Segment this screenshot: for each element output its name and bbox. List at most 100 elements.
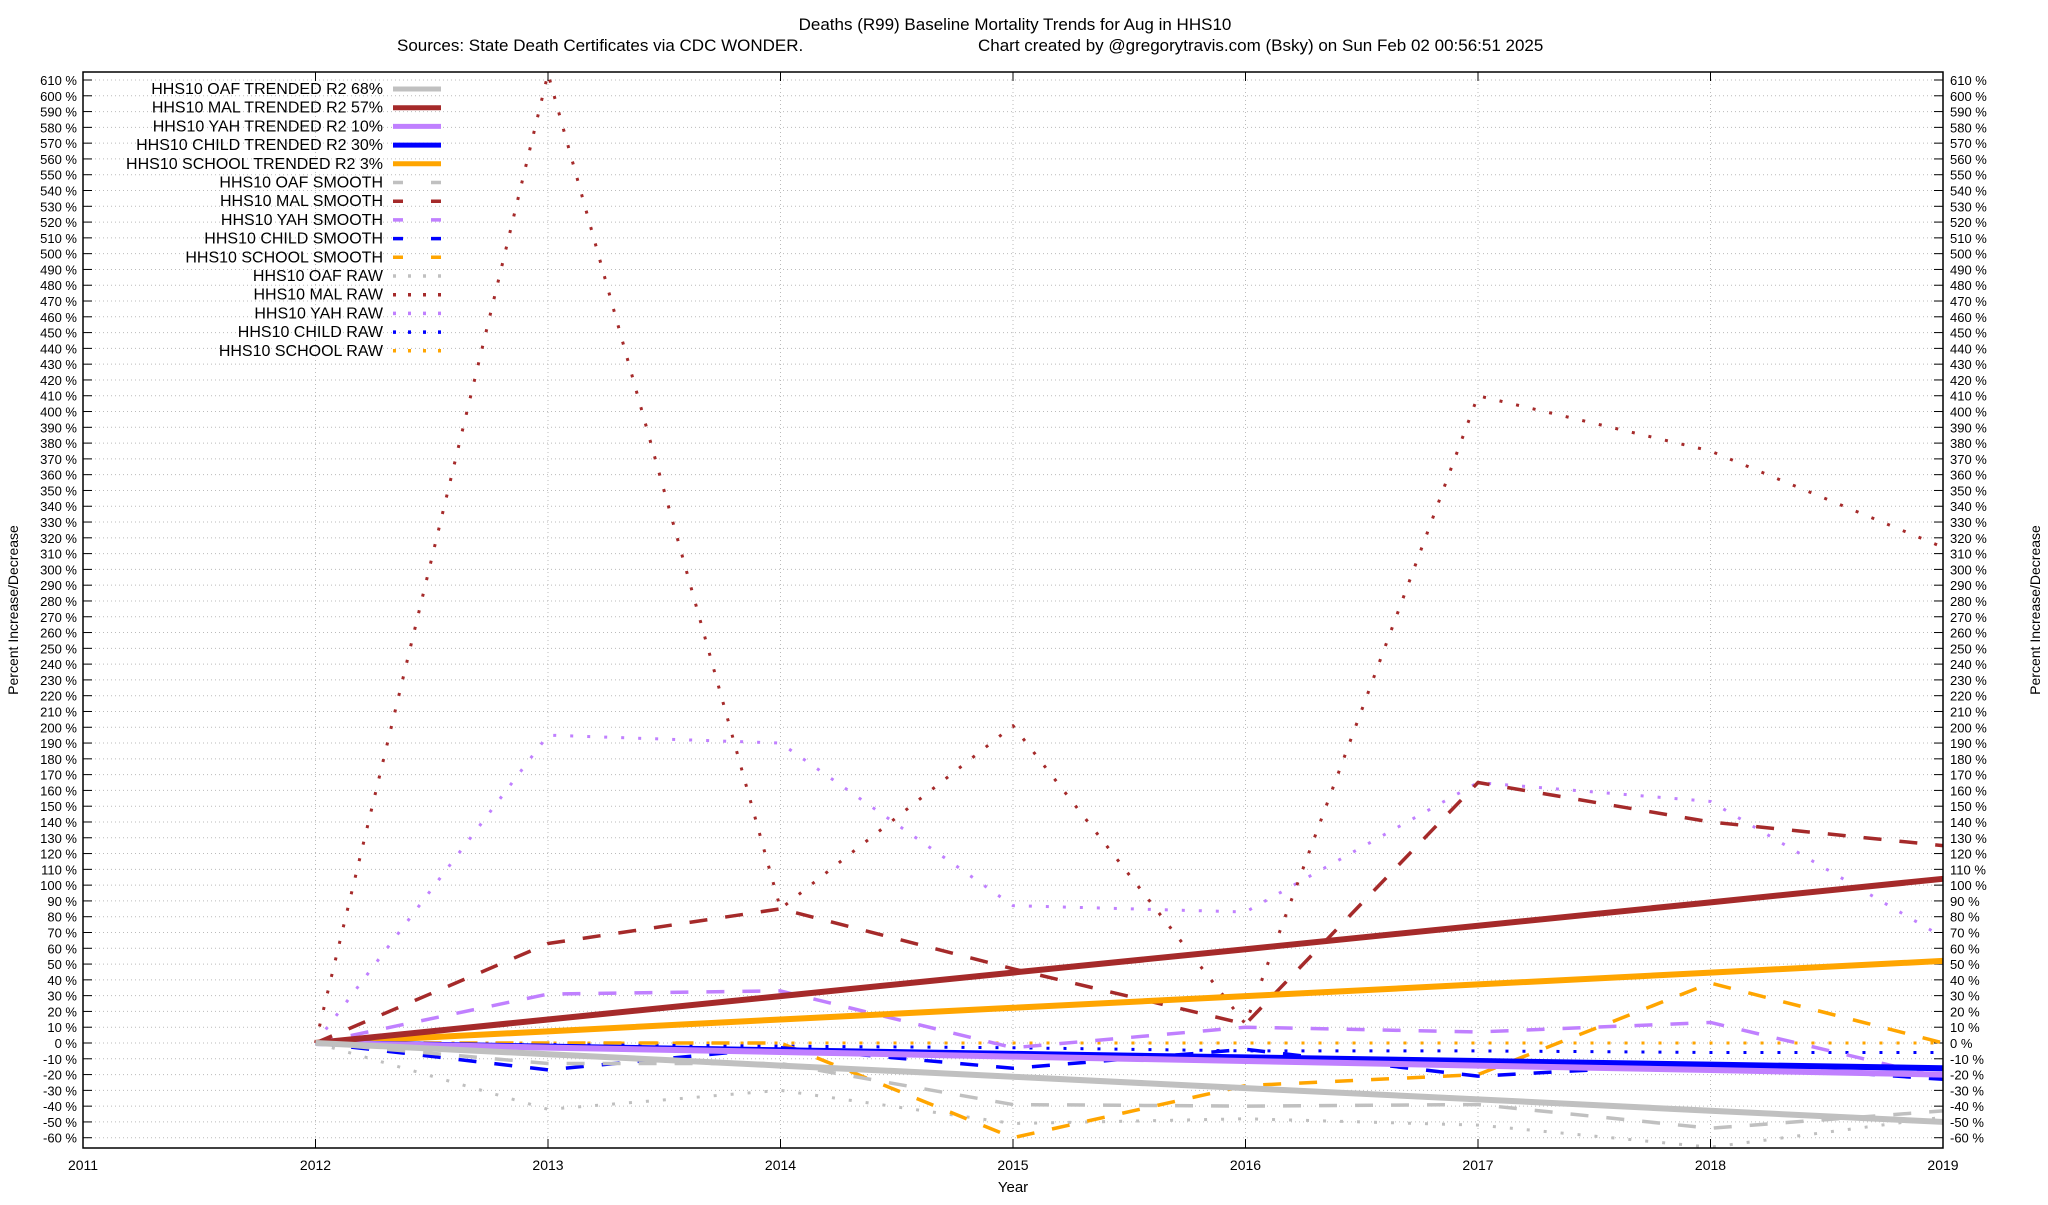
y-tick-label: 260 % [40,626,77,641]
y2-tick-label: 270 % [1950,610,1987,625]
y-tick-label: 280 % [40,594,77,609]
y-tick-label: 70 % [47,925,77,940]
y-tick-label: 160 % [40,783,77,798]
y2-tick-label: 420 % [1950,373,1987,388]
y-tick-label: 330 % [40,515,77,530]
chart-title: Deaths (R99) Baseline Mortality Trends f… [799,15,1232,34]
chart-subtitle-sources: Sources: State Death Certificates via CD… [397,36,803,55]
x-tick-label: 2019 [1927,1157,1958,1173]
y-tick-label: 500 % [40,247,77,262]
y2-tick-label: 70 % [1950,925,1980,940]
legend-label: HHS10 MAL TRENDED R2 57% [152,100,383,117]
y2-tick-label: 240 % [1950,657,1987,672]
y-tick-label: 550 % [40,168,77,183]
y2-tick-label: 170 % [1950,768,1987,783]
y-tick-label: 130 % [40,831,77,846]
series-line [314,733,1944,1044]
legend-label: HHS10 OAF SMOOTH [219,175,383,192]
y-tick-label: 200 % [40,720,77,735]
y-tick-label: 410 % [40,389,77,404]
y-tick-label: 240 % [40,657,77,672]
y2-tick-label: 210 % [1950,704,1987,719]
y-tick-label: 270 % [40,610,77,625]
y2-tick-label: 80 % [1950,910,1980,925]
x-tick-label: 2013 [532,1157,563,1173]
y-tick-label: 40 % [47,973,77,988]
y-tick-label: 350 % [40,483,77,498]
series-line [315,875,1944,1046]
y2-tick-label: 370 % [1950,452,1987,467]
legend-label: HHS10 YAH TRENDED R2 10% [153,118,383,135]
x-tick-label: 2016 [1230,1157,1261,1173]
y2-tick-label: 350 % [1950,483,1987,498]
y2-tick-label: 330 % [1950,515,1987,530]
y-tick-label: 320 % [40,531,77,546]
y-tick-label: 480 % [40,278,77,293]
y-tick-label: 560 % [40,152,77,167]
y2-tick-label: 290 % [1950,578,1987,593]
plot-frame [82,71,1944,1149]
y2-tick-label: -10 % [1950,1052,1984,1067]
chart-subtitle-credit: Chart created by @gregorytravis.com (Bsk… [978,36,1543,55]
y2-tick-label: 280 % [1950,594,1987,609]
y-tick-label: 0 % [55,1036,78,1051]
x-tick-label: 2017 [1462,1157,1493,1173]
y2-tick-label: 200 % [1950,720,1987,735]
y2-tick-label: 390 % [1950,420,1987,435]
y-tick-label: 170 % [40,768,77,783]
legend-label: HHS10 OAF TRENDED R2 68% [151,81,383,98]
y-axis-label: Percent Increase/Decrease [5,525,21,695]
y2-tick-label: 360 % [1950,468,1987,483]
y2-tick-label: 470 % [1950,294,1987,309]
series-line [315,981,1944,1140]
y2-tick-label: 540 % [1950,184,1987,199]
y-tick-label: -50 % [43,1115,77,1130]
y-tick-label: 490 % [40,262,77,277]
y2-tick-label: 480 % [1950,278,1987,293]
y2-tick-label: 550 % [1950,168,1987,183]
y-tick-label: 90 % [47,894,77,909]
y2-tick-label: 180 % [1950,752,1987,767]
y-tick-label: 610 % [40,73,77,88]
y-tick-label: 450 % [40,326,77,341]
x-tick-label: 2011 [68,1157,98,1173]
y-tick-label: 150 % [40,799,77,814]
y2-tick-label: 440 % [1950,341,1987,356]
y2-tick-label: 100 % [1950,878,1987,893]
y-tick-label: 190 % [40,736,77,751]
y-tick-label: 100 % [40,878,77,893]
y-tick-label: -30 % [43,1083,77,1098]
y-tick-label: 370 % [40,452,77,467]
y-tick-label: 80 % [47,910,77,925]
y2-tick-label: 30 % [1950,989,1980,1004]
y-tick-label: 530 % [40,199,77,214]
y-tick-label: -20 % [43,1068,77,1083]
y-tick-label: 440 % [40,341,77,356]
series-line [315,957,1944,1046]
series-line [315,1040,1944,1125]
y-tick-label: 180 % [40,752,77,767]
y-tick-label: -40 % [43,1099,77,1114]
y-tick-label: 570 % [40,136,77,151]
y-tick-label: 390 % [40,420,77,435]
y2-tick-label: 60 % [1950,941,1980,956]
y2-tick-label: 490 % [1950,262,1987,277]
x-tick-label: 2015 [997,1157,1028,1173]
y-tick-label: 140 % [40,815,77,830]
x-tick-label: 2012 [300,1157,331,1173]
y2-axis-label: Percent Increase/Decrease [2027,525,2043,695]
y-tick-label: 30 % [47,989,77,1004]
y2-tick-label: 610 % [1950,73,1987,88]
x-axis-label: Year [998,1179,1028,1196]
y2-tick-label: 20 % [1950,1004,1980,1019]
legend-label: HHS10 YAH RAW [254,305,384,322]
y2-tick-label: -40 % [1950,1099,1984,1114]
y2-tick-label: 380 % [1950,436,1987,451]
y-tick-label: 230 % [40,673,77,688]
y2-tick-label: 590 % [1950,105,1987,120]
y-tick-label: 520 % [40,215,77,230]
y2-tick-label: 230 % [1950,673,1987,688]
y-tick-label: 420 % [40,373,77,388]
y-tick-label: 470 % [40,294,77,309]
y2-tick-label: 450 % [1950,326,1987,341]
